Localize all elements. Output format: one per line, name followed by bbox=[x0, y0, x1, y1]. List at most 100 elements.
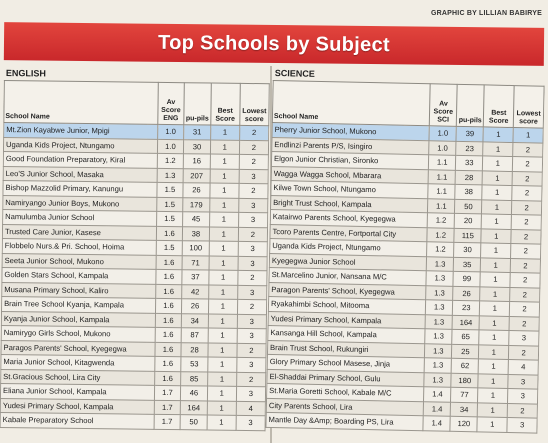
graphic-credit: GRAPHIC BY LILLIAN BABIRYE bbox=[431, 10, 542, 17]
col-header-best-score: Best Score bbox=[483, 84, 515, 128]
lowest-score-cell: 3 bbox=[508, 330, 540, 346]
lowest-score-cell: 3 bbox=[236, 357, 266, 373]
best-score-cell: 1 bbox=[477, 387, 508, 403]
av-score-cell: 1.6 bbox=[155, 254, 183, 270]
science-table: School Name Av Score SCI pu-pils Best Sc… bbox=[265, 80, 545, 433]
best-score-cell: 1 bbox=[209, 226, 239, 242]
best-score-cell: 1 bbox=[209, 197, 239, 213]
pupils-cell: 179 bbox=[182, 197, 210, 213]
av-score-cell: 1.5 bbox=[156, 196, 184, 212]
av-score-cell: 1.3 bbox=[156, 167, 184, 183]
av-score-cell: 1.1 bbox=[427, 198, 456, 214]
col-header-school-name: School Name bbox=[272, 80, 431, 126]
lowest-score-cell: 4 bbox=[508, 359, 539, 375]
av-score-cell: 1.6 bbox=[154, 327, 182, 343]
best-score-cell: 1 bbox=[478, 373, 509, 389]
lowest-score-cell: 3 bbox=[507, 373, 539, 390]
col-header-av-score: Av Score ENG bbox=[157, 82, 185, 125]
av-score-cell: 1.1 bbox=[427, 183, 456, 199]
pupils-cell: 77 bbox=[450, 387, 479, 403]
col-header-pupils: pu-pils bbox=[456, 84, 485, 127]
english-table: School Name Av Score ENG pu-pils Best Sc… bbox=[0, 80, 270, 431]
lowest-score-cell: 2 bbox=[236, 371, 266, 387]
pupils-cell: 16 bbox=[183, 153, 211, 169]
av-score-cell: 1.0 bbox=[157, 138, 184, 154]
lowest-score-cell: 2 bbox=[512, 171, 543, 187]
pupils-cell: 65 bbox=[452, 329, 480, 345]
lowest-score-cell: 2 bbox=[508, 345, 539, 361]
pupils-cell: 207 bbox=[183, 168, 210, 184]
lowest-score-cell: 3 bbox=[238, 212, 268, 228]
best-score-cell: 1 bbox=[481, 199, 512, 215]
av-score-cell: 1.6 bbox=[155, 283, 183, 299]
lowest-score-cell: 3 bbox=[507, 388, 538, 404]
av-score-cell: 1.3 bbox=[426, 256, 454, 272]
pupils-cell: 25 bbox=[451, 343, 480, 359]
best-score-cell: 1 bbox=[208, 270, 238, 285]
av-score-cell: 1.1 bbox=[428, 154, 456, 170]
av-score-cell: 1.5 bbox=[155, 240, 183, 256]
av-score-cell: 1.7 bbox=[153, 414, 181, 430]
best-score-cell: 1 bbox=[482, 184, 513, 201]
english-section: ENGLISH School Name Av Score ENG pu-pils… bbox=[0, 66, 270, 443]
lowest-score-cell: 2 bbox=[239, 125, 269, 141]
lowest-score-cell: 2 bbox=[511, 200, 542, 216]
pupils-cell: 28 bbox=[181, 342, 208, 358]
best-score-cell: 1 bbox=[478, 358, 509, 374]
best-score-cell: 1 bbox=[209, 212, 239, 227]
lowest-score-cell: 3 bbox=[238, 197, 268, 213]
school-name-cell: Mantle Day &Amp; Boarding PS, Lira bbox=[265, 412, 424, 431]
lowest-score-cell: 3 bbox=[237, 284, 267, 300]
col-header-best-score: Best Score bbox=[210, 83, 241, 126]
best-score-cell: 1 bbox=[208, 255, 239, 271]
av-score-cell: 1.0 bbox=[428, 140, 457, 156]
pupils-cell: 26 bbox=[181, 298, 209, 314]
av-score-cell: 1.6 bbox=[155, 298, 182, 314]
best-score-cell: 1 bbox=[207, 371, 237, 387]
pupils-cell: 34 bbox=[450, 401, 478, 417]
pupils-cell: 30 bbox=[183, 139, 211, 155]
best-score-cell: 1 bbox=[481, 213, 512, 230]
pupils-cell: 42 bbox=[181, 284, 209, 300]
best-score-cell: 1 bbox=[209, 183, 239, 198]
best-score-cell: 1 bbox=[207, 328, 238, 343]
av-score-cell: 1.5 bbox=[156, 211, 183, 227]
lowest-score-cell: 2 bbox=[509, 287, 540, 303]
best-score-cell: 1 bbox=[207, 386, 237, 401]
best-score-cell: 1 bbox=[482, 155, 513, 172]
page-title: Top Schools by Subject bbox=[157, 31, 391, 56]
pupils-cell: 20 bbox=[454, 213, 482, 229]
lowest-score-cell: 2 bbox=[511, 229, 542, 245]
lowest-score-cell: 3 bbox=[235, 415, 266, 431]
av-score-cell: 1.3 bbox=[425, 285, 454, 301]
science-section: SCIENCE School Name Av Score SCI pu-pils… bbox=[265, 66, 545, 443]
av-score-cell: 1.1 bbox=[428, 169, 456, 185]
pupils-cell: 30 bbox=[453, 242, 482, 258]
av-score-cell: 1.4 bbox=[423, 415, 451, 431]
pupils-cell: 23 bbox=[455, 140, 484, 156]
lowest-score-cell: 3 bbox=[236, 328, 267, 344]
science-header-row: School Name Av Score SCI pu-pils Best Sc… bbox=[272, 80, 545, 129]
pupils-cell: 45 bbox=[182, 211, 210, 227]
pupils-cell: 23 bbox=[452, 300, 481, 316]
best-score-cell: 1 bbox=[208, 241, 239, 256]
pupils-cell: 71 bbox=[182, 255, 209, 271]
lowest-score-cell: 2 bbox=[507, 402, 538, 419]
col-header-school-name: School Name bbox=[3, 80, 159, 125]
pupils-cell: 180 bbox=[451, 372, 479, 388]
av-score-cell: 1.2 bbox=[427, 227, 455, 243]
best-score-cell: 1 bbox=[479, 329, 510, 346]
pupils-cell: 34 bbox=[181, 313, 209, 329]
best-score-cell: 1 bbox=[208, 313, 238, 329]
lowest-score-cell: 3 bbox=[507, 417, 538, 433]
lowest-score-cell: 2 bbox=[238, 226, 268, 242]
pupils-cell: 50 bbox=[454, 198, 483, 214]
av-score-cell: 1.2 bbox=[426, 241, 455, 257]
pupils-cell: 26 bbox=[452, 285, 481, 301]
lowest-score-cell: 2 bbox=[510, 272, 541, 288]
best-score-cell: 1 bbox=[478, 344, 509, 360]
table-row: Kabale Preparatory School 1.7 50 1 3 bbox=[0, 412, 266, 431]
av-score-cell: 1.6 bbox=[156, 225, 183, 241]
best-score-cell: 1 bbox=[481, 228, 512, 244]
